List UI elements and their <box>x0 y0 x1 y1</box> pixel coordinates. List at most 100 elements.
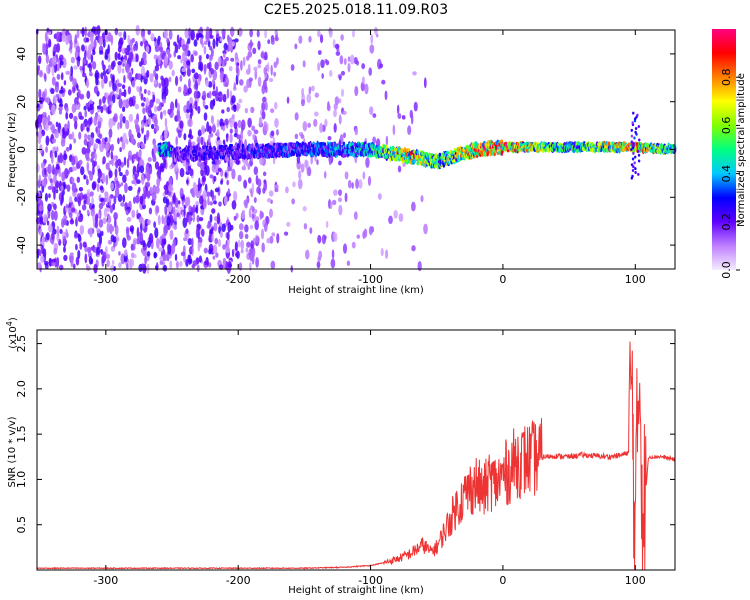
heatmap-cell <box>189 258 193 264</box>
heatmap-cell <box>62 127 65 135</box>
y-tick-label: 0.5 <box>15 516 28 534</box>
heatmap-cell <box>108 104 112 112</box>
heatmap-cell <box>60 185 64 192</box>
heatmap-cell <box>167 53 172 59</box>
heatmap-cell <box>294 43 298 50</box>
heatmap-cell <box>266 238 271 244</box>
heatmap-cell <box>630 163 634 167</box>
heatmap-cell <box>58 264 64 271</box>
heatmap-cell <box>238 98 243 104</box>
heatmap-cell <box>242 209 245 214</box>
heatmap-cell <box>63 123 68 133</box>
heatmap-cell <box>239 79 244 86</box>
heatmap-cell <box>62 153 68 161</box>
heatmap-cell <box>630 134 634 138</box>
heatmap-cell <box>124 47 129 54</box>
y-tick-label: 1.0 <box>15 471 28 489</box>
heatmap-cell <box>631 157 635 161</box>
heatmap-cell <box>274 101 278 110</box>
heatmap-cell <box>122 106 126 113</box>
x-tick-label: 0 <box>499 273 506 286</box>
heatmap-cell <box>416 149 419 155</box>
heatmap-cell <box>269 208 273 218</box>
heatmap-cell <box>45 54 50 64</box>
heatmap-cell <box>213 200 217 205</box>
heatmap-cell <box>77 55 81 62</box>
heatmap-cell <box>195 227 199 239</box>
heatmap-cell <box>102 217 107 224</box>
heatmap-ridge-layer <box>157 111 677 180</box>
heatmap-cell <box>103 73 107 84</box>
x-tick-label: 100 <box>625 273 646 286</box>
heatmap-cell <box>292 181 296 188</box>
heatmap-cell <box>98 218 104 228</box>
heatmap-cell <box>118 262 122 268</box>
heatmap-cell <box>320 59 325 69</box>
heatmap-cell <box>78 159 83 166</box>
heatmap-cell <box>74 34 78 45</box>
heatmap-cell <box>128 113 134 123</box>
heatmap-cell <box>100 105 104 114</box>
heatmap-cell <box>351 241 356 249</box>
heatmap-cell <box>306 93 312 104</box>
heatmap-cell <box>117 63 122 74</box>
heatmap-cell <box>130 133 135 144</box>
heatmap-cell <box>70 259 74 268</box>
heatmap-cell <box>237 239 241 248</box>
heatmap-cell <box>202 189 207 201</box>
heatmap-cell <box>245 247 249 253</box>
heatmap-cell <box>76 104 80 111</box>
heatmap-cell <box>254 68 258 80</box>
heatmap-cell <box>263 120 268 132</box>
heatmap-cell <box>303 223 308 230</box>
heatmap-cell <box>116 237 120 242</box>
heatmap-cell <box>261 110 266 120</box>
heatmap-cell <box>154 45 160 53</box>
heatmap-cell <box>159 259 164 265</box>
heatmap-cell <box>119 113 124 122</box>
heatmap-cell <box>220 75 224 84</box>
heatmap-cell <box>208 125 212 135</box>
y-tick-label: -20 <box>15 188 28 206</box>
heatmap-cell <box>47 114 51 122</box>
heatmap-cell <box>44 31 48 43</box>
heatmap-cell <box>317 62 321 72</box>
heatmap-cell <box>235 64 239 74</box>
heatmap-cell <box>411 245 416 252</box>
heatmap-cell <box>175 260 180 269</box>
heatmap-cell <box>154 185 160 194</box>
heatmap-cell <box>161 238 165 249</box>
heatmap-cell <box>363 228 368 238</box>
heatmap-cell <box>69 219 75 225</box>
heatmap-cell <box>153 79 157 86</box>
heatmap-cell <box>128 71 132 81</box>
heatmap-cell <box>162 196 168 204</box>
heatmap-cell <box>305 249 310 260</box>
x-tick-label: -300 <box>93 273 118 286</box>
heatmap-cell <box>78 186 84 192</box>
heatmap-cell <box>211 164 217 173</box>
heatmap-cell <box>116 183 122 188</box>
heatmap-cell <box>335 51 341 56</box>
figure-title: C2E5.2025.018.11.09.R03 <box>264 2 448 18</box>
heatmap-cell <box>198 236 203 244</box>
heatmap-cell <box>38 249 42 257</box>
heatmap-cell <box>367 175 372 186</box>
heatmap-cell <box>192 204 196 214</box>
heatmap-cell <box>323 170 327 179</box>
heatmap-cell <box>102 39 106 48</box>
heatmap-cell <box>51 262 55 267</box>
heatmap-cell <box>42 44 47 55</box>
heatmap-cell <box>71 182 77 193</box>
heatmap-cell <box>53 43 58 53</box>
heatmap-cell <box>187 118 192 127</box>
heatmap-cell <box>141 102 145 107</box>
heatmap-cell <box>256 29 260 38</box>
heatmap-cell <box>133 196 136 204</box>
heatmap-cell <box>60 72 64 81</box>
heatmap-cell <box>69 252 74 257</box>
heatmap-cell <box>126 157 130 169</box>
heatmap-cell <box>271 232 276 237</box>
heatmap-cell <box>42 213 48 224</box>
heatmap-cell <box>91 181 97 191</box>
